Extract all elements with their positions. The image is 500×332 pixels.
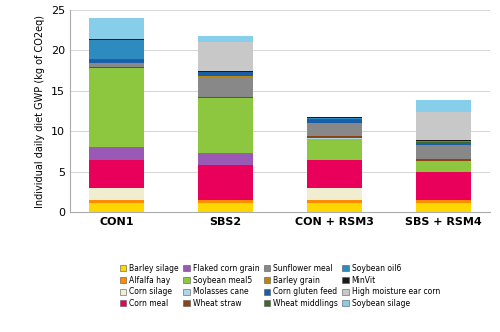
Bar xyxy=(198,76,252,78)
Bar xyxy=(198,200,252,203)
Bar xyxy=(416,200,471,203)
Bar xyxy=(416,146,471,159)
Bar xyxy=(198,98,252,153)
Bar xyxy=(308,119,362,120)
Bar xyxy=(308,138,362,139)
Bar xyxy=(308,139,362,160)
Bar xyxy=(416,112,471,140)
Bar xyxy=(89,19,144,39)
Bar xyxy=(416,144,471,145)
Bar xyxy=(89,147,144,160)
Bar xyxy=(308,200,362,203)
Bar xyxy=(89,68,144,147)
Bar xyxy=(308,120,362,123)
Bar xyxy=(416,161,471,172)
Bar xyxy=(308,188,362,200)
Bar xyxy=(198,165,252,200)
Bar xyxy=(416,100,471,112)
Bar xyxy=(308,117,362,118)
Bar xyxy=(89,200,144,203)
Bar xyxy=(416,140,471,141)
Bar xyxy=(308,123,362,124)
Bar xyxy=(416,203,471,212)
Bar xyxy=(308,136,362,138)
Bar xyxy=(416,172,471,200)
Bar xyxy=(89,67,144,68)
Bar xyxy=(308,203,362,212)
Bar xyxy=(89,203,144,212)
Bar xyxy=(89,60,144,63)
Bar xyxy=(89,63,144,67)
Bar xyxy=(89,188,144,200)
Bar xyxy=(198,78,252,98)
Legend: Barley silage, Alfalfa hay, Corn silage, Corn meal, Flaked corn grain, Soybean m: Barley silage, Alfalfa hay, Corn silage,… xyxy=(117,261,443,311)
Bar xyxy=(89,58,144,60)
Bar xyxy=(89,40,144,58)
Y-axis label: Individual daily diet GWP (kg of CO2eq): Individual daily diet GWP (kg of CO2eq) xyxy=(36,15,46,208)
Bar xyxy=(308,160,362,188)
Bar xyxy=(198,203,252,212)
Bar xyxy=(198,72,252,76)
Bar xyxy=(89,160,144,188)
Bar xyxy=(416,145,471,146)
Bar xyxy=(198,42,252,71)
Bar xyxy=(198,71,252,72)
Bar xyxy=(198,36,252,42)
Bar xyxy=(308,124,362,136)
Bar xyxy=(416,142,471,144)
Bar xyxy=(198,153,252,165)
Bar xyxy=(416,159,471,161)
Bar xyxy=(89,39,144,40)
Bar xyxy=(308,118,362,119)
